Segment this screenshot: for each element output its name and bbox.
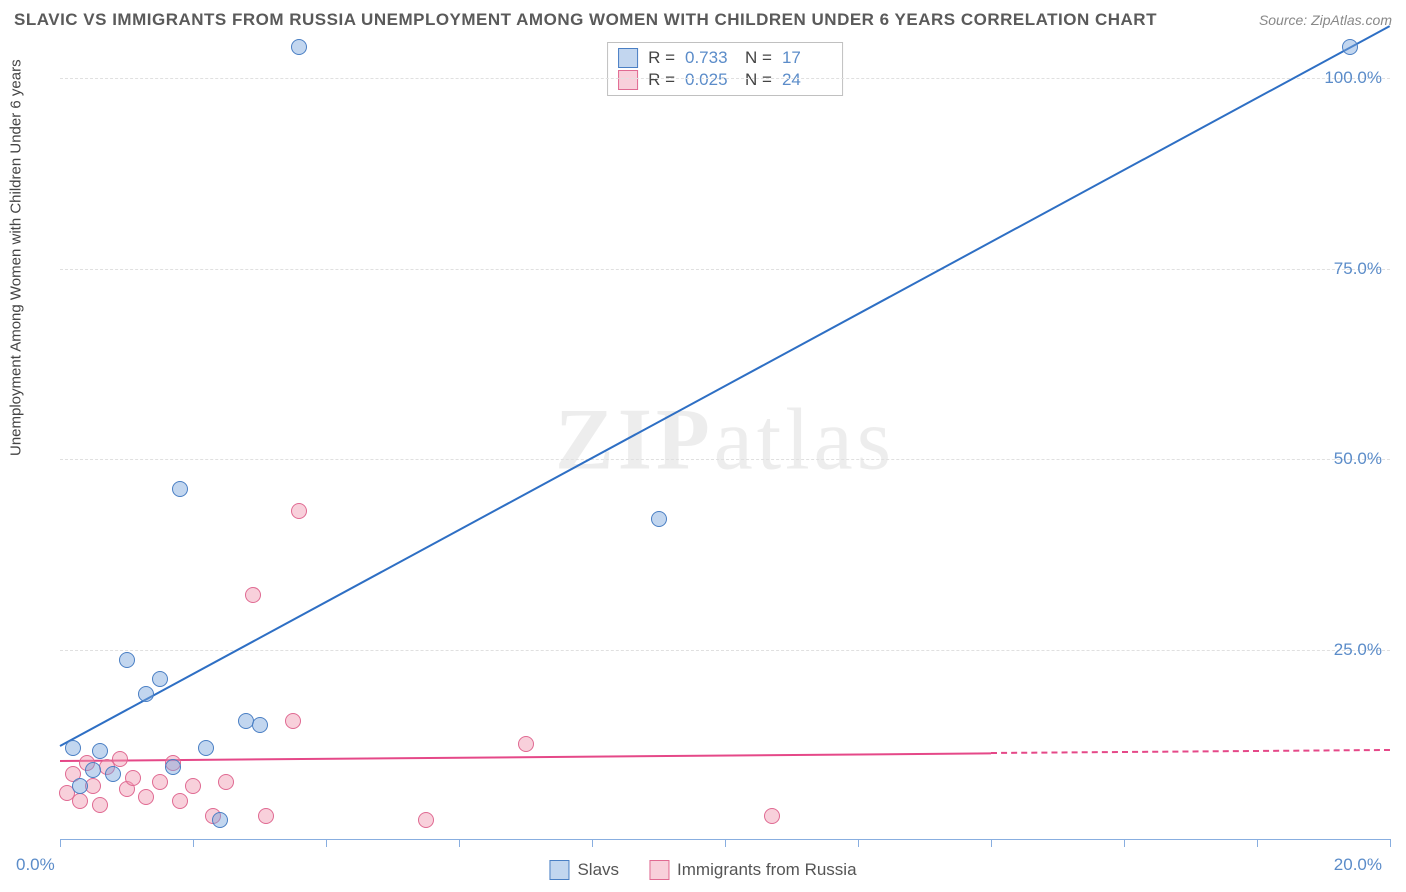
legend-label-immigrants: Immigrants from Russia bbox=[677, 860, 856, 880]
watermark-atlas: atlas bbox=[714, 391, 895, 488]
stat-n-label: N = bbox=[745, 70, 772, 90]
grid-line bbox=[60, 78, 1390, 79]
data-point bbox=[72, 778, 88, 794]
y-tick-label: 75.0% bbox=[1334, 259, 1382, 279]
source-label: Source: ZipAtlas.com bbox=[1259, 12, 1392, 28]
watermark: ZIPatlas bbox=[555, 389, 895, 490]
x-tick bbox=[1257, 839, 1258, 847]
stats-legend-box: R = 0.733 N = 17 R = 0.025 N = 24 bbox=[607, 42, 843, 96]
data-point bbox=[92, 743, 108, 759]
data-point bbox=[152, 671, 168, 687]
stats-row-immigrants: R = 0.025 N = 24 bbox=[618, 69, 832, 91]
chart-title: SLAVIC VS IMMIGRANTS FROM RUSSIA UNEMPLO… bbox=[14, 10, 1157, 30]
stat-n-label: N = bbox=[745, 48, 772, 68]
stat-r-label: R = bbox=[648, 70, 675, 90]
data-point bbox=[252, 717, 268, 733]
y-tick-label: 100.0% bbox=[1324, 68, 1382, 88]
swatch-slavs-icon bbox=[549, 860, 569, 880]
data-point bbox=[285, 713, 301, 729]
stat-r-label: R = bbox=[648, 48, 675, 68]
x-tick bbox=[193, 839, 194, 847]
data-point bbox=[212, 812, 228, 828]
data-point bbox=[92, 797, 108, 813]
grid-line bbox=[60, 650, 1390, 651]
trend-line bbox=[60, 25, 1391, 747]
y-tick-label: 25.0% bbox=[1334, 640, 1382, 660]
stat-n-value-immigrants: 24 bbox=[782, 70, 832, 90]
data-point bbox=[651, 511, 667, 527]
data-point bbox=[218, 774, 234, 790]
y-axis-label: Unemployment Among Women with Children U… bbox=[8, 436, 25, 456]
plot-area: ZIPatlas R = 0.733 N = 17 R = 0.025 N = … bbox=[60, 40, 1390, 840]
data-point bbox=[291, 39, 307, 55]
data-point bbox=[258, 808, 274, 824]
data-point bbox=[72, 793, 88, 809]
data-point bbox=[172, 793, 188, 809]
y-tick-label: 50.0% bbox=[1334, 449, 1382, 469]
legend-label-slavs: Slavs bbox=[577, 860, 619, 880]
swatch-immigrants-icon bbox=[618, 70, 638, 90]
data-point bbox=[125, 770, 141, 786]
x-tick-label: 0.0% bbox=[16, 855, 55, 875]
grid-line bbox=[60, 459, 1390, 460]
data-point bbox=[172, 481, 188, 497]
legend-item-slavs: Slavs bbox=[549, 860, 619, 880]
data-point bbox=[418, 812, 434, 828]
x-tick bbox=[592, 839, 593, 847]
x-tick bbox=[60, 839, 61, 847]
data-point bbox=[198, 740, 214, 756]
data-point bbox=[165, 759, 181, 775]
data-point bbox=[105, 766, 121, 782]
stat-r-value-slavs: 0.733 bbox=[685, 48, 735, 68]
x-tick-label: 20.0% bbox=[1334, 855, 1382, 875]
data-point bbox=[1342, 39, 1358, 55]
x-tick bbox=[459, 839, 460, 847]
trend-line bbox=[991, 749, 1390, 754]
data-point bbox=[518, 736, 534, 752]
x-tick bbox=[858, 839, 859, 847]
stat-r-value-immigrants: 0.025 bbox=[685, 70, 735, 90]
data-point bbox=[291, 503, 307, 519]
trend-line bbox=[60, 752, 991, 762]
data-point bbox=[85, 762, 101, 778]
chart-header: SLAVIC VS IMMIGRANTS FROM RUSSIA UNEMPLO… bbox=[14, 10, 1392, 30]
x-tick bbox=[326, 839, 327, 847]
grid-line bbox=[60, 269, 1390, 270]
x-tick bbox=[991, 839, 992, 847]
swatch-slavs-icon bbox=[618, 48, 638, 68]
x-tick bbox=[1390, 839, 1391, 847]
data-point bbox=[185, 778, 201, 794]
data-point bbox=[138, 686, 154, 702]
bottom-legend: Slavs Immigrants from Russia bbox=[549, 860, 856, 880]
data-point bbox=[138, 789, 154, 805]
legend-item-immigrants: Immigrants from Russia bbox=[649, 860, 856, 880]
x-tick bbox=[1124, 839, 1125, 847]
stat-n-value-slavs: 17 bbox=[782, 48, 832, 68]
data-point bbox=[119, 652, 135, 668]
stats-row-slavs: R = 0.733 N = 17 bbox=[618, 47, 832, 69]
data-point bbox=[152, 774, 168, 790]
x-tick bbox=[725, 839, 726, 847]
data-point bbox=[245, 587, 261, 603]
data-point bbox=[764, 808, 780, 824]
swatch-immigrants-icon bbox=[649, 860, 669, 880]
data-point bbox=[65, 740, 81, 756]
data-point bbox=[112, 751, 128, 767]
